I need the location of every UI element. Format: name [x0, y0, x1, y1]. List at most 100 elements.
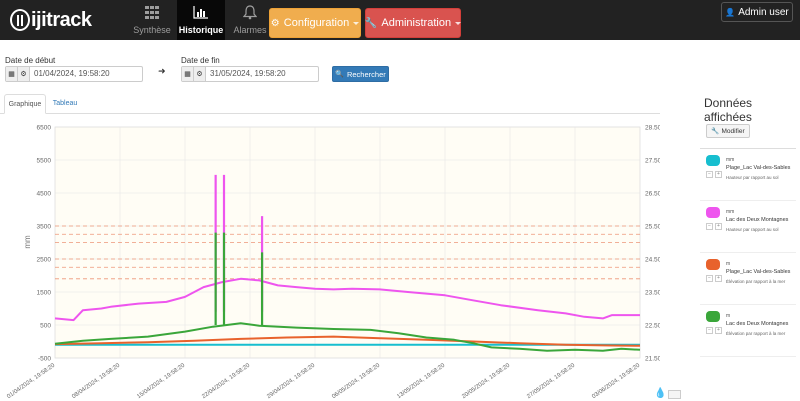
- wrench-icon: 🔧: [364, 17, 378, 29]
- legend-description: Élévation par rapport à la mer: [726, 279, 786, 284]
- modify-label: Modifier: [721, 127, 745, 135]
- legend-description: Hauteur par rapport au sol: [726, 227, 779, 232]
- chevron-down-icon: [455, 21, 462, 25]
- y-tick-label-right: 25.500: [645, 224, 660, 231]
- drop-icon[interactable]: 💧: [654, 388, 667, 399]
- logo-mark-icon: [10, 9, 30, 31]
- y-tick-label-left: -500: [38, 356, 51, 363]
- configuration-label: Configuration: [283, 17, 350, 29]
- x-tick-label: 22/04/2024, 19:58:20: [201, 362, 251, 400]
- x-tick-label: 13/05/2024, 19:58:20: [396, 362, 446, 400]
- y-tick-label-right: 21.500: [645, 356, 660, 363]
- legend-unit: mm: [726, 209, 735, 215]
- y-tick-label-left: 3500: [37, 224, 52, 231]
- nav-alarmes-label: Alarmes: [233, 25, 267, 35]
- view-tabs: Graphique Tableau: [0, 94, 660, 114]
- bar-chart-icon: [177, 0, 225, 24]
- series-line: [54, 335, 641, 347]
- y-tick-label-left: 5500: [37, 158, 52, 165]
- tab-graphique[interactable]: Graphique: [4, 94, 46, 114]
- move-down-icon[interactable]: +: [715, 223, 722, 230]
- nav-historique-label: Historique: [178, 25, 224, 35]
- end-date-picker[interactable]: ▦ ⚙ 31/05/2024, 19:58:20: [181, 66, 319, 82]
- x-tick-label: 27/05/2024, 19:58:20: [526, 362, 576, 400]
- panel-title: Données affichées: [704, 96, 753, 124]
- time-icon[interactable]: ⚙: [194, 67, 206, 81]
- top-navbar: ijitrack Synthèse Historique Alarmes ⚙ C…: [0, 0, 800, 40]
- modify-button[interactable]: 🔧 Modifier: [706, 124, 750, 138]
- user-menu-button[interactable]: 👤 Admin user: [721, 2, 793, 22]
- search-button[interactable]: 🔍 Rechercher: [332, 66, 389, 82]
- legend-location: Plage_Lac Val-des-Sables: [726, 165, 791, 171]
- x-tick-label: 15/04/2024, 19:58:20: [136, 362, 186, 400]
- legend-description: Hauteur par rapport au sol: [726, 175, 779, 180]
- ijitrack-logo[interactable]: ijitrack: [10, 6, 92, 34]
- search-label: Rechercher: [346, 69, 386, 79]
- configuration-dropdown-button[interactable]: ⚙ Configuration: [269, 8, 361, 38]
- bell-icon: [226, 0, 274, 24]
- y-tick-label-left: 1500: [37, 290, 52, 297]
- y-tick-label-left: 6500: [37, 125, 52, 132]
- time-icon[interactable]: ⚙: [18, 67, 30, 81]
- legend-item[interactable]: − + mm Lac des Deux Montagnes Hauteur pa…: [700, 201, 796, 253]
- series-color-swatch[interactable]: [706, 259, 720, 270]
- x-tick-label: 03/06/2024, 19:58:20: [591, 362, 641, 400]
- series-line: [54, 277, 640, 322]
- calendar-icon[interactable]: ▦: [182, 67, 194, 81]
- search-icon: 🔍: [335, 71, 344, 78]
- nav-synthese[interactable]: Synthèse: [128, 0, 176, 40]
- history-chart[interactable]: -500 500 1500 2500 3500 4500 5500 6500 21.500 22.…: [0, 116, 660, 401]
- legend-location: Plage_Lac Val-des-Sables: [726, 269, 791, 275]
- gear-icon: ⚙: [270, 17, 280, 29]
- arrow-right-icon: ➜: [158, 66, 166, 76]
- user-name: Admin user: [738, 6, 789, 18]
- legend-unit: m: [726, 261, 731, 267]
- end-date-input[interactable]: 31/05/2024, 19:58:20: [210, 69, 286, 78]
- move-up-icon[interactable]: −: [706, 275, 713, 282]
- x-tick-label: 29/04/2024, 19:58:20: [266, 362, 316, 400]
- series-color-swatch[interactable]: [706, 155, 720, 166]
- administration-label: Administration: [381, 17, 452, 29]
- y-tick-label-right: 24.500: [645, 257, 660, 264]
- x-tick-label: 06/05/2024, 19:58:20: [331, 362, 381, 400]
- x-tick-label: 08/04/2024, 19:58:20: [71, 362, 121, 400]
- move-up-icon[interactable]: −: [706, 327, 713, 334]
- logo-text: ijitrack: [31, 8, 92, 31]
- move-up-icon[interactable]: −: [706, 171, 713, 178]
- y-tick-label-right: 28.500: [645, 125, 660, 132]
- y-tick-label-left: 500: [40, 323, 51, 330]
- y-axis-title-left: mm: [23, 235, 32, 249]
- grid-icon: [128, 0, 176, 24]
- wrench-icon: 🔧: [711, 128, 720, 135]
- move-down-icon[interactable]: +: [715, 327, 722, 334]
- legend-item[interactable]: − + m Plage_Lac Val-des-Sables Élévation…: [700, 253, 796, 305]
- start-date-label: Date de début: [5, 56, 56, 65]
- y-tick-label-right: 26.500: [645, 191, 660, 198]
- x-tick-label: 01/04/2024, 19:58:20: [6, 362, 56, 400]
- user-icon: 👤: [725, 7, 736, 17]
- legend-description: Élévation par rapport à la mer: [726, 331, 786, 336]
- legend-unit: mm: [726, 157, 735, 163]
- tab-tableau[interactable]: Tableau: [52, 100, 78, 107]
- legend-item[interactable]: − + m Lac des Deux Montagnes Élévation p…: [700, 305, 796, 357]
- y-tick-label-right: 23.500: [645, 290, 660, 297]
- administration-dropdown-button[interactable]: 🔧 Administration: [364, 8, 462, 38]
- series-color-swatch[interactable]: [706, 207, 720, 218]
- nav-historique[interactable]: Historique: [177, 0, 225, 40]
- move-down-icon[interactable]: +: [715, 275, 722, 282]
- move-up-icon[interactable]: −: [706, 223, 713, 230]
- y-tick-label-left: 4500: [37, 191, 52, 198]
- series-color-swatch[interactable]: [706, 311, 720, 322]
- legend-location: Lac des Deux Montagnes: [726, 321, 789, 327]
- legend-unit: m: [726, 313, 731, 319]
- nav-alarmes[interactable]: Alarmes: [226, 0, 274, 40]
- calendar-icon[interactable]: ▦: [6, 67, 18, 81]
- start-date-input[interactable]: 01/04/2024, 19:58:20: [34, 69, 110, 78]
- y-tick-label-right: 22.500: [645, 323, 660, 330]
- legend-item[interactable]: − + mm Plage_Lac Val-des-Sables Hauteur …: [700, 149, 796, 201]
- chart-toggle-button[interactable]: [668, 390, 681, 399]
- series-legend-list: − + mm Plage_Lac Val-des-Sables Hauteur …: [700, 148, 796, 357]
- series-line: [54, 322, 641, 352]
- start-date-picker[interactable]: ▦ ⚙ 01/04/2024, 19:58:20: [5, 66, 143, 82]
- move-down-icon[interactable]: +: [715, 171, 722, 178]
